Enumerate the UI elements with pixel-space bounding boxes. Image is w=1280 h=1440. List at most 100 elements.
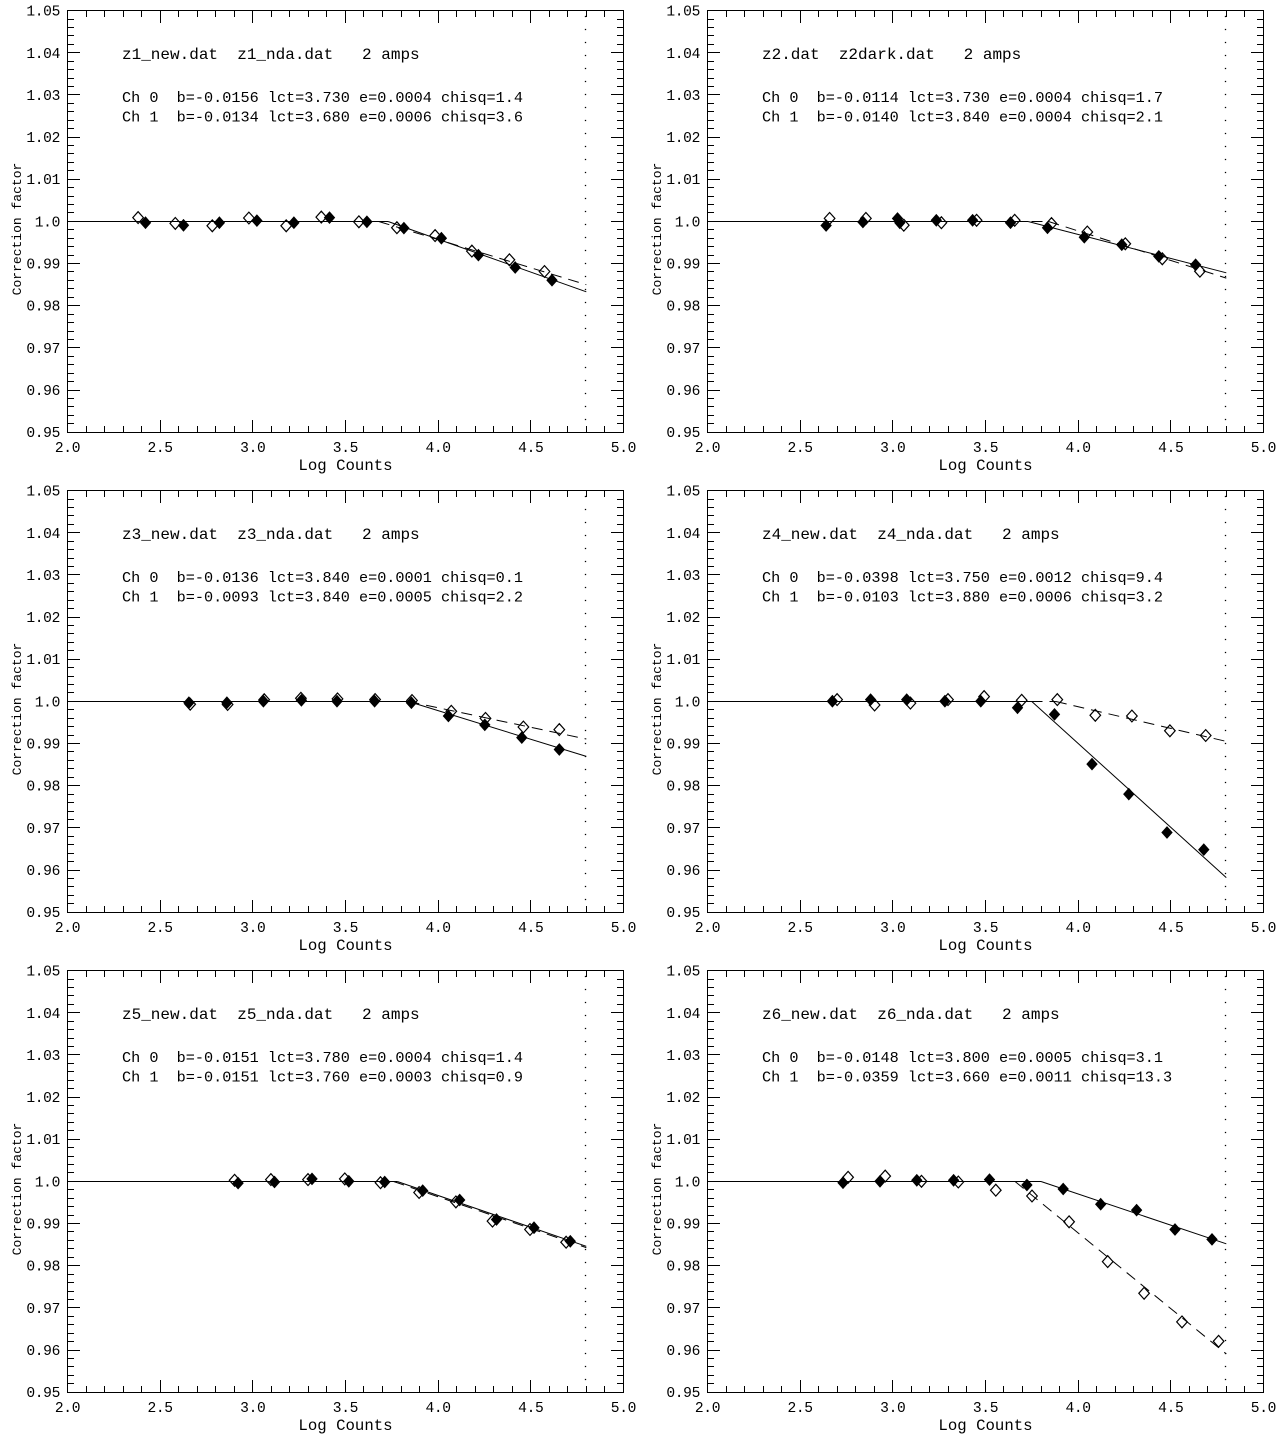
svg-text:0.99: 0.99 [26,1218,60,1234]
svg-text:4.0: 4.0 [425,441,450,457]
svg-text:1.01: 1.01 [26,1133,60,1149]
svg-text:1.04: 1.04 [26,527,60,543]
svg-text:2.0: 2.0 [695,441,720,457]
svg-text:4.5: 4.5 [518,1401,543,1417]
svg-text:3.0: 3.0 [880,441,905,457]
svg-text:1.02: 1.02 [26,1091,60,1107]
svg-text:3.5: 3.5 [973,921,998,937]
svg-text:0.97: 0.97 [26,822,60,838]
svg-text:1.03: 1.03 [666,569,700,585]
svg-text:2.0: 2.0 [695,1401,720,1417]
svg-text:Ch 1 b=-0.0359 lct=3.660 e=0.: Ch 1 b=-0.0359 lct=3.660 e=0.0011 chisq=… [762,1069,1172,1087]
svg-text:Ch 0 b=-0.0156 lct=3.730 e=0.: Ch 0 b=-0.0156 lct=3.730 e=0.0004 chisq=… [122,89,523,107]
svg-text:1.05: 1.05 [26,5,60,21]
svg-text:0.95: 0.95 [666,1386,700,1402]
svg-text:0.96: 0.96 [666,864,700,880]
svg-text:2.5: 2.5 [787,1401,812,1417]
svg-text:3.5: 3.5 [973,1401,998,1417]
svg-text:Log Counts: Log Counts [298,1417,392,1435]
svg-text:0.95: 0.95 [666,906,700,922]
svg-text:0.98: 0.98 [26,300,60,316]
svg-text:Ch 0 b=-0.0136 lct=3.840 e=0.: Ch 0 b=-0.0136 lct=3.840 e=0.0001 chisq=… [122,569,523,587]
svg-text:4.5: 4.5 [1158,441,1183,457]
svg-text:1.0: 1.0 [675,1175,700,1191]
svg-text:2.5: 2.5 [147,441,172,457]
svg-text:4.5: 4.5 [1158,921,1183,937]
svg-text:1.01: 1.01 [26,173,60,189]
svg-text:0.95: 0.95 [26,906,60,922]
svg-text:Log Counts: Log Counts [938,457,1032,475]
svg-text:0.99: 0.99 [666,258,700,274]
svg-text:2.5: 2.5 [147,1401,172,1417]
svg-text:1.05: 1.05 [666,485,700,501]
svg-text:0.99: 0.99 [26,738,60,754]
svg-text:Correction factor: Correction factor [650,163,665,296]
svg-text:3.0: 3.0 [240,921,265,937]
svg-text:0.99: 0.99 [666,1218,700,1234]
svg-text:Log Counts: Log Counts [938,937,1032,955]
svg-text:1.04: 1.04 [666,47,700,63]
svg-text:0.97: 0.97 [666,822,700,838]
svg-text:0.99: 0.99 [26,258,60,274]
svg-text:z4_new.dat z4_nda.dat 2 amp: z4_new.dat z4_nda.dat 2 amps [762,526,1060,544]
svg-text:4.0: 4.0 [425,921,450,937]
svg-text:0.95: 0.95 [26,1386,60,1402]
svg-text:1.02: 1.02 [666,611,700,627]
svg-text:0.95: 0.95 [666,426,700,442]
svg-text:4.5: 4.5 [518,921,543,937]
svg-text:Ch 0 b=-0.0114 lct=3.730 e=0.: Ch 0 b=-0.0114 lct=3.730 e=0.0004 chisq=… [762,89,1163,107]
svg-text:Log Counts: Log Counts [298,937,392,955]
svg-text:2.0: 2.0 [55,441,80,457]
svg-text:3.0: 3.0 [240,441,265,457]
svg-text:0.96: 0.96 [26,864,60,880]
svg-text:2.0: 2.0 [55,1401,80,1417]
svg-text:4.0: 4.0 [1065,921,1090,937]
svg-text:4.5: 4.5 [1158,1401,1183,1417]
svg-text:3.0: 3.0 [880,1401,905,1417]
svg-text:Ch 1 b=-0.0140 lct=3.840 e=0.: Ch 1 b=-0.0140 lct=3.840 e=0.0004 chisq=… [762,109,1163,127]
svg-text:0.96: 0.96 [26,1344,60,1360]
svg-text:0.98: 0.98 [666,780,700,796]
svg-text:1.04: 1.04 [26,47,60,63]
svg-text:0.98: 0.98 [26,780,60,796]
svg-text:1.05: 1.05 [666,5,700,21]
svg-text:Ch 1 b=-0.0103 lct=3.880 e=0.: Ch 1 b=-0.0103 lct=3.880 e=0.0006 chisq=… [762,589,1163,607]
svg-text:2.5: 2.5 [787,921,812,937]
svg-text:5.0: 5.0 [611,921,636,937]
svg-text:1.02: 1.02 [666,131,700,147]
svg-text:4.5: 4.5 [518,441,543,457]
svg-text:1.01: 1.01 [26,653,60,669]
svg-text:1.04: 1.04 [666,527,700,543]
svg-text:5.0: 5.0 [611,441,636,457]
svg-text:2.5: 2.5 [787,441,812,457]
svg-text:z5_new.dat z5_nda.dat 2 amp: z5_new.dat z5_nda.dat 2 amps [122,1006,420,1024]
svg-text:0.96: 0.96 [26,384,60,400]
svg-text:4.0: 4.0 [1065,1401,1090,1417]
svg-text:4.0: 4.0 [425,1401,450,1417]
svg-text:z2.dat z2dark.dat 2 amps: z2.dat z2dark.dat 2 amps [762,46,1021,64]
svg-text:1.02: 1.02 [26,131,60,147]
svg-text:Log Counts: Log Counts [298,457,392,475]
svg-text:3.5: 3.5 [333,1401,358,1417]
svg-text:2.5: 2.5 [147,921,172,937]
svg-text:Ch 1 b=-0.0093 lct=3.840 e=0.: Ch 1 b=-0.0093 lct=3.840 e=0.0005 chisq=… [122,589,523,607]
svg-text:1.04: 1.04 [666,1007,700,1023]
svg-text:1.05: 1.05 [26,485,60,501]
svg-text:Ch 0 b=-0.0148 lct=3.800 e=0.: Ch 0 b=-0.0148 lct=3.800 e=0.0005 chisq=… [762,1049,1163,1067]
svg-text:1.04: 1.04 [26,1007,60,1023]
svg-text:0.96: 0.96 [666,1344,700,1360]
svg-text:1.05: 1.05 [666,965,700,981]
svg-text:1.03: 1.03 [26,1049,60,1065]
svg-text:3.5: 3.5 [973,441,998,457]
svg-text:5.0: 5.0 [611,1401,636,1417]
svg-text:1.01: 1.01 [666,653,700,669]
svg-text:1.0: 1.0 [675,695,700,711]
svg-text:Correction factor: Correction factor [10,163,25,296]
svg-text:0.97: 0.97 [666,342,700,358]
svg-text:1.02: 1.02 [666,1091,700,1107]
svg-text:1.03: 1.03 [26,569,60,585]
svg-text:z3_new.dat z3_nda.dat 2 amp: z3_new.dat z3_nda.dat 2 amps [122,526,420,544]
svg-text:1.01: 1.01 [666,1133,700,1149]
svg-text:Log Counts: Log Counts [938,1417,1032,1435]
svg-text:3.5: 3.5 [333,921,358,937]
